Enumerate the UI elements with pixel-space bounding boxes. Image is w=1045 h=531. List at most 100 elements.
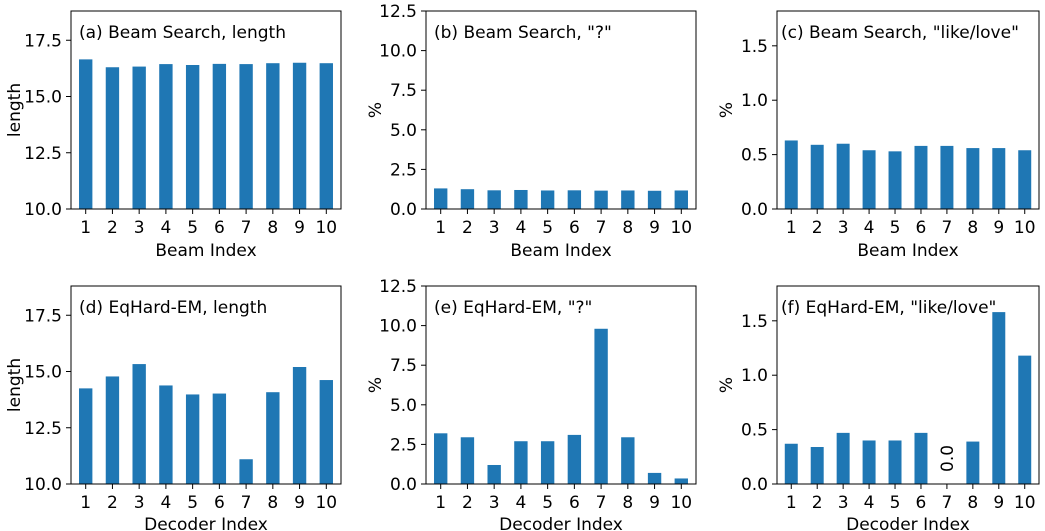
- y-tick-label: 10.0: [379, 317, 417, 337]
- x-tick-label: 5: [890, 218, 901, 238]
- axes-frame: [70, 10, 342, 210]
- bar-9: [292, 367, 307, 484]
- axes-frame: [776, 285, 1040, 485]
- x-tick-label: 2: [107, 493, 118, 513]
- x-tick-label: 1: [435, 218, 446, 238]
- y-tick-label: 0.5: [741, 146, 768, 166]
- bar-5: [888, 440, 902, 484]
- axes-frame: [425, 10, 697, 210]
- x-tick-label: 4: [864, 493, 875, 513]
- bars: [434, 328, 688, 484]
- bar-7: [594, 190, 608, 209]
- subplot-title: (f) EqHard-EM, "like/love": [781, 298, 996, 318]
- bar-5: [185, 65, 200, 209]
- x-tick-label: 9: [993, 218, 1004, 238]
- bar-8: [621, 190, 635, 209]
- bars: [79, 59, 333, 210]
- y-tick-label: 10.0: [24, 475, 62, 495]
- bar-6: [914, 432, 928, 484]
- y-tick-label: 1.5: [741, 312, 768, 332]
- y-tick-label: 2.5: [390, 435, 417, 455]
- x-tick-label: 2: [812, 218, 823, 238]
- x-tick-label: 5: [187, 218, 198, 238]
- bar-2: [810, 144, 824, 209]
- bar-3: [487, 464, 501, 484]
- subplot-title: (c) Beam Search, "like/love": [781, 23, 1019, 43]
- x-tick-label: 2: [462, 493, 473, 513]
- x-tick-label: 5: [187, 493, 198, 513]
- bar-9: [647, 472, 662, 484]
- bar-8: [966, 148, 980, 209]
- bar-6: [914, 145, 928, 209]
- x-axis-label: Beam Index: [857, 241, 958, 261]
- y-tick-label: 5.0: [390, 396, 417, 416]
- bar-10: [1018, 150, 1032, 209]
- bar-4: [862, 440, 876, 484]
- bar-4: [159, 385, 173, 484]
- bar-2: [460, 437, 475, 484]
- x-tick-label: 7: [941, 493, 952, 513]
- y-tick-label: 10.0: [379, 42, 417, 62]
- x-tick-label: 6: [214, 493, 225, 513]
- bar-2: [105, 376, 120, 484]
- subplot-d: (d) EqHard-EM, length 10.0 12.5 15.0 17.5 1…: [5, 285, 342, 531]
- y-ticks: 0.0 2.5 5.0 7.5 10.0 12.5: [379, 2, 426, 220]
- bar-4: [862, 150, 876, 209]
- bar-7: [594, 328, 608, 484]
- bar-7: [940, 145, 954, 209]
- y-tick-label: 1.5: [741, 37, 768, 57]
- bar-1: [434, 433, 448, 484]
- x-tick-label: 5: [542, 218, 553, 238]
- x-tick-label: 5: [542, 493, 553, 513]
- y-tick-label: 1.0: [741, 91, 768, 111]
- x-tick-label: 8: [267, 218, 278, 238]
- bar-10: [319, 63, 333, 210]
- y-tick-label: 12.5: [379, 2, 417, 22]
- x-tick-label: 1: [786, 218, 797, 238]
- y-tick-label: 15.0: [24, 88, 62, 108]
- x-tick-label: 3: [838, 493, 849, 513]
- y-tick-label: 12.5: [24, 144, 62, 164]
- subplot-c: (c) Beam Search, "like/love" 0.0 0.5 1.0 1.…: [717, 10, 1040, 261]
- subplot-title: (e) EqHard-EM, "?": [434, 298, 592, 318]
- bar-9: [992, 312, 1006, 484]
- bar-5: [888, 151, 902, 209]
- x-tick-label: 2: [107, 218, 118, 238]
- bar-1: [434, 188, 448, 209]
- bar-5: [540, 441, 555, 484]
- x-axis-label: Beam Index: [510, 241, 611, 261]
- axes-frame: [70, 285, 342, 485]
- x-tick-label: 8: [622, 218, 633, 238]
- subplot-e: (e) EqHard-EM, "?" 0.02.55.07.510.012.5 …: [366, 277, 697, 531]
- bar-6: [212, 63, 227, 209]
- bar-8: [266, 63, 280, 210]
- x-tick-label: 10: [1014, 493, 1036, 513]
- bar-4: [514, 189, 528, 209]
- subplot-title: (b) Beam Search, "?": [434, 23, 612, 43]
- x-ticks: 1 2 3 4 5 6 7 8 9 10: [80, 484, 337, 513]
- y-tick-label: 5.0: [390, 121, 417, 141]
- axes-frame: [425, 285, 697, 485]
- bars: [784, 312, 1032, 484]
- bar-1: [784, 140, 798, 209]
- x-tick-label: 9: [649, 493, 660, 513]
- y-axis-label: %: [717, 377, 737, 393]
- x-tick-label: 6: [916, 493, 927, 513]
- x-tick-label: 7: [941, 218, 952, 238]
- y-axis-label: %: [366, 102, 386, 118]
- x-tick-label: 1: [80, 218, 91, 238]
- bar-2: [810, 447, 824, 484]
- x-tick-label: 6: [569, 218, 580, 238]
- bar-3: [132, 364, 146, 484]
- y-tick-label: 7.5: [390, 81, 417, 101]
- x-tick-label: 4: [864, 218, 875, 238]
- y-tick-label: 15.0: [24, 363, 62, 383]
- x-tick-label: 10: [315, 218, 337, 238]
- x-tick-label: 3: [838, 218, 849, 238]
- subplot-a: (a) Beam Search, length 10.0 12.5 15.0 17.5…: [5, 10, 342, 261]
- x-tick-label: 3: [134, 493, 145, 513]
- x-tick-label: 1: [786, 493, 797, 513]
- y-axis-label: length: [5, 83, 25, 137]
- x-tick-label: 1: [435, 493, 446, 513]
